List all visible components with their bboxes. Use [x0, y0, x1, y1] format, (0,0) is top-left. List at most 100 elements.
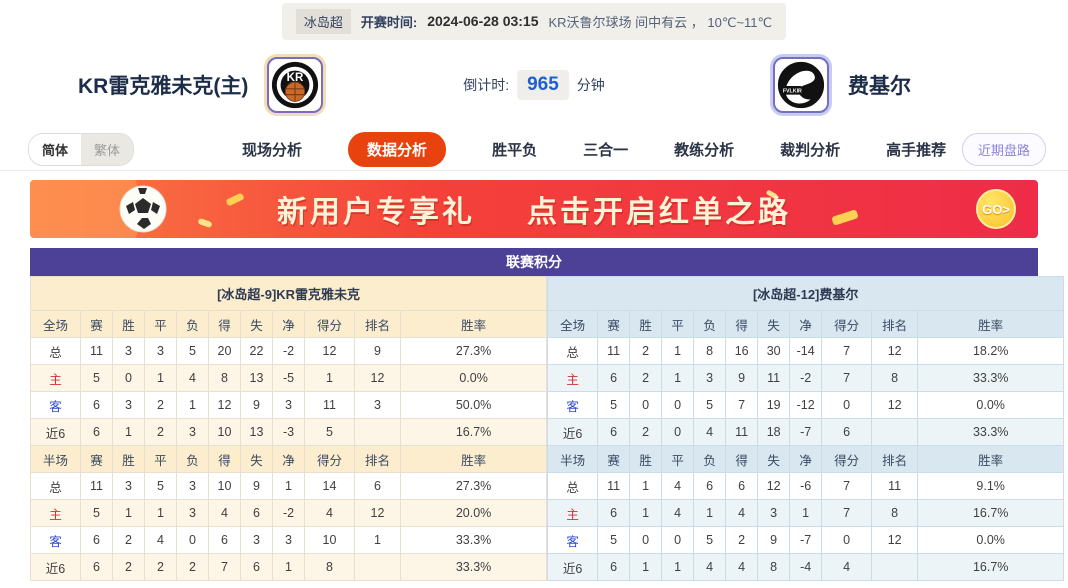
stat-cell — [871, 418, 919, 446]
stat-cell: 3 — [176, 418, 209, 446]
row-label: 总 — [30, 472, 81, 500]
stat-cell: 12 — [757, 472, 791, 500]
match-info-pill: 冰岛超 开赛时间: 2024-06-28 03:15 KR沃鲁尔球场 间中有云 … — [281, 2, 787, 40]
row-label: 总 — [30, 337, 81, 365]
stat-cell: 18 — [757, 418, 791, 446]
stat-cell: 13 — [240, 364, 273, 392]
nav-item-4[interactable]: 教练分析 — [674, 141, 735, 159]
banner-text: 新用户专享礼 点击开启红单之路 — [277, 196, 791, 229]
stat-cell: 11 — [597, 472, 631, 500]
stat-cell: 7 — [821, 499, 873, 527]
stat-cell: 1 — [629, 472, 663, 500]
col-header: 得分 — [304, 445, 355, 473]
stat-cell: 9 — [757, 526, 791, 554]
col-header: 胜 — [629, 310, 663, 338]
stat-cell: 7 — [725, 391, 759, 419]
stat-cell: 6 — [354, 472, 401, 500]
home-team-logo: KR — [264, 54, 327, 116]
stat-cell: 2 — [144, 418, 177, 446]
stat-cell: -7 — [789, 526, 823, 554]
scope-label: 半场 — [547, 445, 599, 473]
col-header: 赛 — [597, 310, 631, 338]
col-header: 负 — [693, 310, 727, 338]
col-header: 胜 — [112, 310, 145, 338]
stat-cell: 5 — [304, 418, 355, 446]
stat-cell: 1 — [661, 364, 695, 392]
stat-cell: 6 — [597, 499, 631, 527]
col-header: 负 — [176, 445, 209, 473]
league-standings: 联赛积分 [冰岛超-9]KR雷克雅未克 全场赛胜平负得失净得分 排名 胜率总 11 3 3 5… — [29, 248, 1065, 581]
stat-cell: 5 — [80, 364, 113, 392]
promo-banner[interactable]: 新用户专享礼 点击开启红单之路 GO> — [30, 180, 1038, 238]
stat-cell: 4 — [661, 472, 695, 500]
stat-cell: 3 — [272, 526, 305, 554]
stat-cell: 12 — [871, 526, 919, 554]
stat-cell: 2 — [112, 526, 145, 554]
top-info-bar: 冰岛超 开赛时间: 2024-06-28 03:15 KR沃鲁尔球场 间中有云 … — [0, 0, 1068, 42]
row-label: 近6 — [547, 418, 599, 446]
row-label: 主 — [30, 499, 81, 527]
go-button[interactable]: GO> — [976, 189, 1016, 229]
stat-cell: 30 — [757, 337, 791, 365]
nav-item-0[interactable]: 现场分析 — [242, 141, 303, 159]
away-team-name: 费基尔 — [848, 75, 911, 98]
stat-cell: 3 — [240, 526, 273, 554]
stats-row: 近6 6 1 1 4 4 8 -4 4 16.7% — [547, 553, 1065, 581]
col-header: 失 — [757, 310, 791, 338]
nav-item-3[interactable]: 三合一 — [583, 141, 629, 159]
stat-cell: 20 — [208, 337, 241, 365]
stat-cell: 4 — [821, 553, 873, 581]
stat-cell: 2 — [144, 391, 177, 419]
stat-cell: 2 — [629, 337, 663, 365]
nav-item-1[interactable]: 数据分析 — [348, 131, 447, 167]
stat-cell: 1 — [144, 499, 177, 527]
col-header: 得分 — [821, 445, 873, 473]
svg-text:FVLKIR: FVLKIR — [783, 89, 802, 95]
stat-cell: 0 — [661, 418, 695, 446]
stat-cell: -7 — [789, 418, 823, 446]
col-header: 净 — [789, 310, 823, 338]
stat-cell: 27.3% — [399, 337, 548, 365]
stat-cell: 2 — [176, 553, 209, 581]
stat-cell: 6 — [597, 418, 631, 446]
stat-cell: 4 — [176, 364, 209, 392]
stat-cell: 0.0% — [917, 526, 1065, 554]
confetti — [197, 217, 213, 229]
stat-cell: 16.7% — [399, 418, 548, 446]
stats-row: 主 6 1 4 1 4 3 1 7 8 16.7% — [547, 499, 1065, 527]
stat-cell: 1 — [629, 499, 663, 527]
stat-cell: 0 — [821, 391, 873, 419]
stat-cell — [354, 418, 401, 446]
fylkir-crest-icon: FVLKIR — [777, 61, 825, 109]
stat-cell: 1 — [176, 391, 209, 419]
recent-odds-button[interactable]: 近期盘路 — [961, 132, 1046, 166]
lang-traditional[interactable]: 繁体 — [81, 133, 134, 165]
language-toggle[interactable]: 简体 繁体 — [28, 132, 135, 166]
stats-row: 客 5 0 0 5 7 19 -12 0 12 0.0% — [547, 391, 1065, 419]
row-label: 总 — [547, 472, 599, 500]
lang-simplified[interactable]: 简体 — [29, 133, 82, 165]
stat-cell: 50.0% — [399, 391, 548, 419]
stat-cell: 1 — [789, 499, 823, 527]
stat-cell: 4 — [725, 499, 759, 527]
nav-item-6[interactable]: 高手推荐 — [886, 141, 947, 159]
stat-cell: 5 — [693, 391, 727, 419]
stat-cell: 2 — [144, 553, 177, 581]
col-header: 平 — [144, 445, 177, 473]
row-label: 主 — [547, 499, 599, 527]
stats-row: 主 6 2 1 3 9 11 -2 7 8 33.3% — [547, 364, 1065, 392]
nav-item-5[interactable]: 裁判分析 — [780, 141, 841, 159]
stat-cell: 5 — [144, 472, 177, 500]
section-title: [冰岛超-12]费基尔 — [547, 276, 1065, 311]
col-header: 赛 — [80, 310, 113, 338]
stat-cell: 9 — [725, 364, 759, 392]
stat-cell: 7 — [821, 472, 873, 500]
countdown-unit: 分钟 — [576, 77, 605, 93]
stat-cell: 13 — [240, 418, 273, 446]
col-header: 净 — [789, 445, 823, 473]
nav-item-2[interactable]: 胜平负 — [492, 141, 538, 159]
row-label: 客 — [30, 391, 81, 419]
col-header: 得 — [208, 310, 241, 338]
stat-cell: 3 — [112, 472, 145, 500]
stat-cell: 1 — [144, 364, 177, 392]
